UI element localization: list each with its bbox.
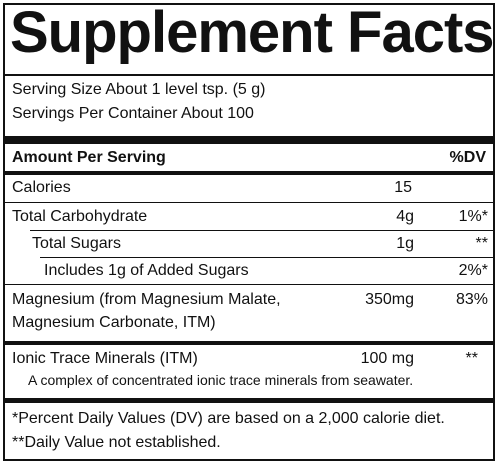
amount-per-serving-header: Amount Per Serving (12, 149, 166, 166)
thick-divider (3, 398, 495, 403)
row-name: Ionic Trace Minerals (ITM) (12, 350, 198, 367)
row-name-continued: Magnesium Carbonate, ITM) (12, 314, 216, 331)
row-dv: 1%* (458, 208, 488, 225)
row-divider (3, 202, 495, 203)
row-name: Magnesium (from Magnesium Malate, (12, 291, 281, 308)
row-name: Total Carbohydrate (12, 208, 148, 225)
row-name: Calories (12, 179, 71, 196)
row-divider (3, 284, 495, 285)
dv-header: %DV (449, 149, 486, 166)
serving-size: Serving Size About 1 level tsp. (5 g) (12, 81, 266, 98)
panel-title: Supplement Facts (10, 0, 495, 65)
row-amount: 350mg (365, 291, 414, 308)
row-divider (40, 257, 495, 258)
footnote-not-established: **Daily Value not established. (12, 434, 221, 451)
medium-divider (3, 171, 495, 175)
row-amount: 4g (396, 208, 414, 225)
row-amount: 1g (396, 235, 414, 252)
divider (3, 74, 495, 76)
row-note: A complex of concentrated ionic trace mi… (28, 372, 414, 388)
servings-per-container: Servings Per Container About 100 (12, 105, 254, 122)
row-amount: 100 mg (360, 350, 414, 367)
footnote-dv: *Percent Daily Values (DV) are based on … (12, 410, 445, 427)
row-name: Total Sugars (32, 235, 121, 252)
supplement-facts-panel (3, 3, 495, 461)
row-dv: ** (475, 235, 488, 252)
row-dv: 83% (455, 291, 488, 308)
thick-divider (3, 136, 495, 144)
medium-divider (3, 341, 495, 345)
row-dv: 2%* (458, 262, 488, 279)
row-name: Includes 1g of Added Sugars (44, 262, 249, 279)
row-dv: ** (465, 350, 478, 367)
row-divider (30, 230, 495, 231)
row-amount: 15 (394, 179, 412, 196)
